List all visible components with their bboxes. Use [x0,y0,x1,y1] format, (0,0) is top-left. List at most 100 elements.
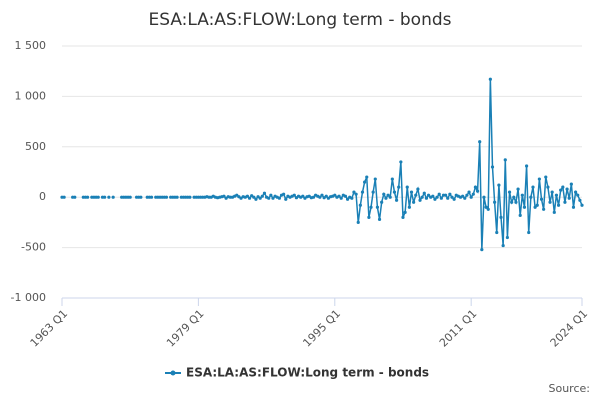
data-point [324,194,328,198]
data-point [377,217,382,221]
data-point [360,190,365,194]
data-point [252,195,256,199]
data-point [490,165,495,169]
data-point [339,196,343,200]
data-point [505,235,510,240]
data-point [424,196,429,200]
data-point [499,215,503,219]
data-point [465,193,469,197]
data-point [386,193,390,197]
data-point [548,200,552,204]
data-point [85,195,90,199]
data-point [580,203,584,207]
data-point [503,158,507,162]
data-point [345,197,350,201]
data-point [164,195,169,199]
data-point [356,220,360,224]
data-point [422,191,426,195]
data-point [369,205,373,209]
data-point [478,140,482,144]
data-point [467,190,471,194]
data-point [277,196,281,200]
data-point [254,197,258,201]
data-point [556,203,561,207]
data-point [437,192,441,196]
y-tick-label: 500 [25,140,46,153]
data-point [539,197,544,201]
data-point [320,193,324,197]
x-tick-label: 2024 Q1 [548,307,591,350]
data-point [301,194,305,198]
data-point [149,195,154,199]
data-point [435,195,439,199]
data-point [388,195,392,199]
data-point [561,185,565,189]
y-tick-label: 1 500 [15,39,47,52]
data-point [567,196,571,200]
series-line [62,79,583,250]
data-point [531,185,535,189]
data-point [399,160,403,164]
x-tick-label: 1995 Q1 [300,307,343,350]
data-point [384,196,388,200]
data-point [333,193,337,197]
data-point [267,196,271,200]
data-point [544,175,548,179]
y-tick-label: -500 [21,241,46,254]
data-point [103,195,107,199]
data-point [522,205,527,209]
x-tick-label: 1963 Q1 [28,307,71,350]
data-point [444,193,448,197]
data-point [337,194,341,198]
data-point [571,205,576,209]
data-point [433,197,437,201]
data-point [527,230,531,235]
data-point [318,195,322,199]
data-point [222,194,226,198]
data-point [488,77,492,81]
data-point [271,196,275,200]
data-point [96,195,100,199]
data-point [262,191,267,195]
data-point [420,195,424,199]
data-point [260,194,264,198]
legend-label: ESA:LA:AS:FLOW:Long term - bonds [186,366,429,380]
data-point [537,177,541,181]
legend-marker [170,370,176,376]
data-point [390,177,394,181]
data-point [128,195,132,199]
data-point [473,185,478,189]
data-point [282,192,286,196]
data-point [563,200,567,204]
data-point [382,192,386,196]
data-point [493,200,497,204]
data-point [188,195,192,199]
data-point [375,205,380,209]
data-point [258,196,262,200]
data-point [542,207,546,211]
data-point [518,213,522,217]
data-point [409,190,414,194]
data-point [73,195,77,199]
data-point [350,196,354,200]
data-point [512,195,516,199]
data-point [533,205,537,209]
data-point [343,194,348,198]
data-point [450,195,454,199]
data-point [495,230,499,235]
data-point [354,192,358,196]
data-point [446,196,450,200]
data-point [516,187,520,191]
data-point [569,182,573,186]
data-point [554,193,559,197]
data-point [559,188,563,192]
data-point [510,200,514,204]
data-point [371,190,375,194]
data-point [414,193,418,197]
data-point [352,190,356,194]
data-point [574,190,578,194]
chart-title: ESA:LA:AS:FLOW:Long term - bonds [148,10,451,30]
data-point [546,185,550,189]
data-point [578,198,582,202]
